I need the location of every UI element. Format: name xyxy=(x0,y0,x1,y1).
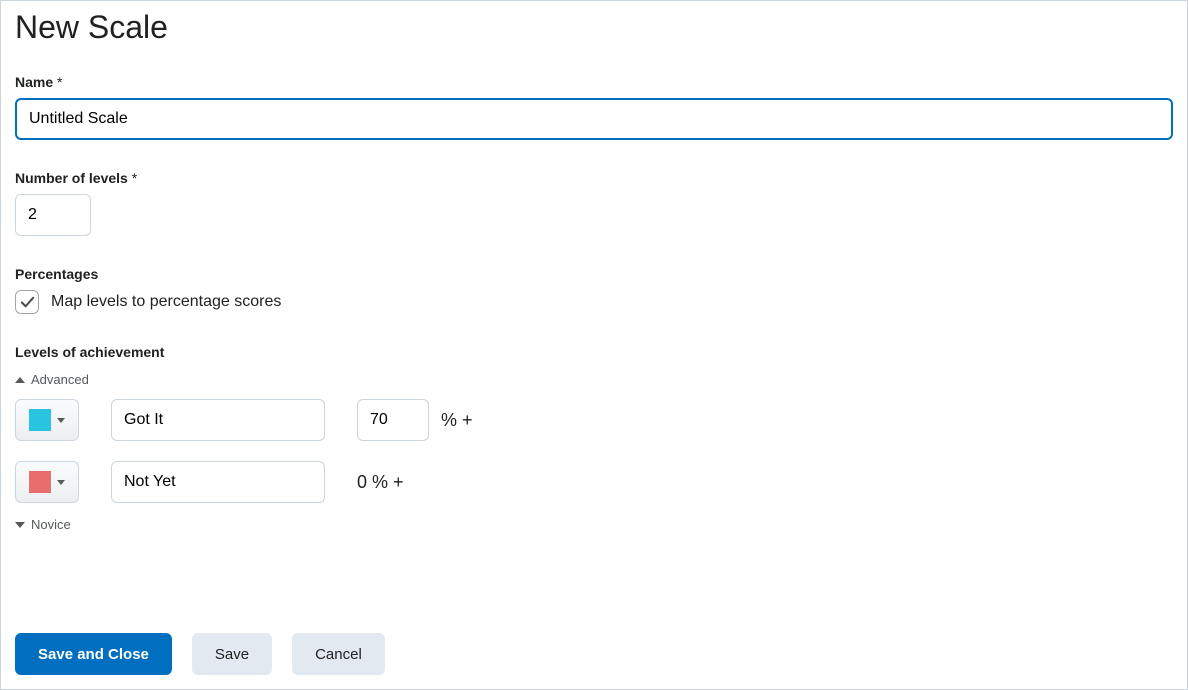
level-color-picker[interactable] xyxy=(15,399,79,441)
level-row: % + xyxy=(15,399,1173,441)
advanced-label: Advanced xyxy=(31,372,89,387)
achievement-heading: Levels of achievement xyxy=(15,344,1173,360)
level-name-input[interactable] xyxy=(111,461,325,503)
novice-label: Novice xyxy=(31,517,71,532)
levels-list: % + 0 % + xyxy=(15,399,1173,503)
cancel-button[interactable]: Cancel xyxy=(292,633,385,675)
save-button[interactable]: Save xyxy=(192,633,272,675)
name-field-section: Name * xyxy=(15,74,1173,140)
levels-count-label: Number of levels * xyxy=(15,170,1173,186)
achievement-section: Levels of achievement Advanced % + xyxy=(15,344,1173,532)
name-field-label: Name * xyxy=(15,74,1173,90)
chevron-down-icon xyxy=(57,480,65,485)
name-label-text: Name xyxy=(15,74,53,90)
new-scale-page: New Scale Name * Number of levels * Perc… xyxy=(0,0,1188,690)
levels-count-input[interactable] xyxy=(15,194,91,236)
map-levels-checkbox[interactable] xyxy=(15,290,39,314)
name-input[interactable] xyxy=(15,98,1173,140)
checkmark-icon xyxy=(20,295,35,310)
action-bar: Save and Close Save Cancel xyxy=(15,633,385,675)
level-percent-static: 0 % + xyxy=(357,472,571,493)
required-mark: * xyxy=(132,170,137,186)
chevron-down-icon xyxy=(15,522,25,528)
levels-count-section: Number of levels * xyxy=(15,170,1173,236)
percentages-section: Percentages Map levels to percentage sco… xyxy=(15,266,1173,314)
level-color-picker[interactable] xyxy=(15,461,79,503)
percent-suffix: % + xyxy=(441,410,473,431)
map-levels-label: Map levels to percentage scores xyxy=(51,293,281,311)
level-percent-input[interactable] xyxy=(357,399,429,441)
advanced-toggle[interactable]: Advanced xyxy=(15,372,1173,387)
percentages-heading: Percentages xyxy=(15,266,1173,282)
color-swatch xyxy=(29,409,51,431)
chevron-down-icon xyxy=(57,418,65,423)
level-name-input[interactable] xyxy=(111,399,325,441)
color-swatch xyxy=(29,471,51,493)
levels-count-label-text: Number of levels xyxy=(15,170,128,186)
required-mark: * xyxy=(57,74,62,90)
level-percent-group: % + xyxy=(357,399,473,441)
chevron-up-icon xyxy=(15,377,25,383)
save-and-close-button[interactable]: Save and Close xyxy=(15,633,172,675)
page-title: New Scale xyxy=(15,9,1173,46)
level-row: 0 % + xyxy=(15,461,1173,503)
map-levels-checkbox-row: Map levels to percentage scores xyxy=(15,290,1173,314)
novice-toggle[interactable]: Novice xyxy=(15,517,1173,532)
